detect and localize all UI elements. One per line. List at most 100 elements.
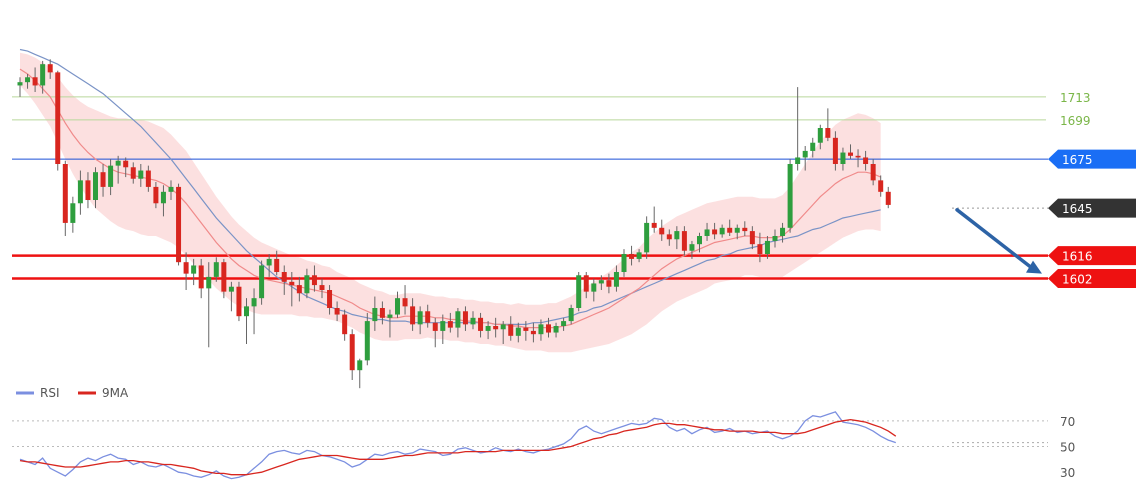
candle xyxy=(266,254,272,277)
candle-body xyxy=(160,191,166,204)
candle-body xyxy=(568,308,574,322)
candle-body xyxy=(485,326,491,331)
candle xyxy=(629,245,635,266)
candle xyxy=(742,221,748,236)
candle-body xyxy=(561,321,567,326)
candle xyxy=(138,164,144,187)
candle-body xyxy=(870,164,876,181)
level-tags: 1713 1699 1675 1645 1616 1602 xyxy=(1048,91,1136,289)
candle xyxy=(515,322,521,343)
candle xyxy=(568,304,574,325)
candle-body xyxy=(17,82,23,86)
candle-body xyxy=(802,150,808,158)
candle-body xyxy=(742,227,748,232)
candle xyxy=(410,298,416,331)
resistance-2-label: 1713 xyxy=(1060,91,1091,105)
forecast-arrow-shaft xyxy=(955,208,1036,272)
candle-body xyxy=(108,165,114,187)
candle xyxy=(621,249,627,277)
candle-body xyxy=(500,324,506,330)
candle xyxy=(561,317,567,331)
candle-body xyxy=(840,152,846,164)
candle-body xyxy=(629,254,635,259)
candle xyxy=(32,67,38,92)
candle xyxy=(478,312,484,338)
candle-body xyxy=(659,227,665,235)
candle-body xyxy=(712,229,718,235)
candle-body xyxy=(93,172,98,200)
candle xyxy=(115,155,121,184)
candle xyxy=(425,304,431,328)
candle xyxy=(546,317,551,338)
candle-body xyxy=(719,227,725,235)
last-price-label: 1645 xyxy=(1062,202,1093,216)
resistance-1-label: 1699 xyxy=(1060,114,1091,128)
candle-body xyxy=(402,298,408,307)
candle xyxy=(795,87,801,171)
candle xyxy=(848,144,853,160)
candle-body xyxy=(697,236,702,245)
candle xyxy=(93,167,98,209)
candle-body xyxy=(878,180,884,192)
candle xyxy=(221,258,227,299)
candle-body xyxy=(153,186,159,204)
candle-body xyxy=(772,236,778,241)
volatility-band xyxy=(20,52,881,353)
candle-body xyxy=(47,64,53,73)
band-layer xyxy=(20,52,881,353)
candle xyxy=(168,180,174,200)
candle xyxy=(757,232,763,263)
candle xyxy=(855,149,861,168)
candle-body xyxy=(613,272,619,287)
candle-body xyxy=(213,262,219,277)
candle xyxy=(697,232,702,253)
candle-body xyxy=(244,306,249,317)
candle-body xyxy=(885,191,891,205)
candle xyxy=(70,196,76,233)
candle-body xyxy=(349,334,355,371)
candle-body xyxy=(25,77,31,83)
candle xyxy=(47,59,53,79)
candle-body xyxy=(327,290,333,308)
candle-body xyxy=(576,275,582,308)
candle xyxy=(130,162,136,184)
candle-body xyxy=(787,164,793,228)
candle-body xyxy=(100,172,106,187)
candle xyxy=(681,226,687,256)
candle xyxy=(538,319,544,341)
candle-body xyxy=(644,222,650,253)
candle-body xyxy=(168,186,174,192)
candle-body xyxy=(123,160,129,168)
candle xyxy=(402,285,408,315)
candle xyxy=(727,219,733,236)
candle-body xyxy=(764,240,770,254)
candle-body xyxy=(228,286,234,292)
candle xyxy=(296,276,302,302)
candle-body xyxy=(259,265,265,299)
candle xyxy=(576,272,582,312)
candle-body xyxy=(410,306,416,325)
candle-body xyxy=(32,77,38,86)
candle-body xyxy=(583,275,589,292)
candle xyxy=(17,77,23,97)
candle xyxy=(583,272,589,299)
candle xyxy=(251,288,257,335)
candle xyxy=(508,316,514,341)
candle xyxy=(440,314,446,344)
candle-body xyxy=(825,128,831,138)
candle xyxy=(206,262,212,348)
candle xyxy=(319,278,325,299)
last-price-tag xyxy=(1048,198,1136,218)
candle-body xyxy=(115,160,121,166)
candle xyxy=(40,60,46,94)
candle-body xyxy=(198,265,204,289)
candle-body xyxy=(77,180,83,204)
candle-body xyxy=(432,322,438,331)
candle xyxy=(25,74,31,89)
candle-body xyxy=(55,72,61,164)
candle-body xyxy=(832,137,838,164)
candle-body xyxy=(863,157,869,164)
candle xyxy=(259,260,265,305)
candle-body xyxy=(515,327,521,336)
